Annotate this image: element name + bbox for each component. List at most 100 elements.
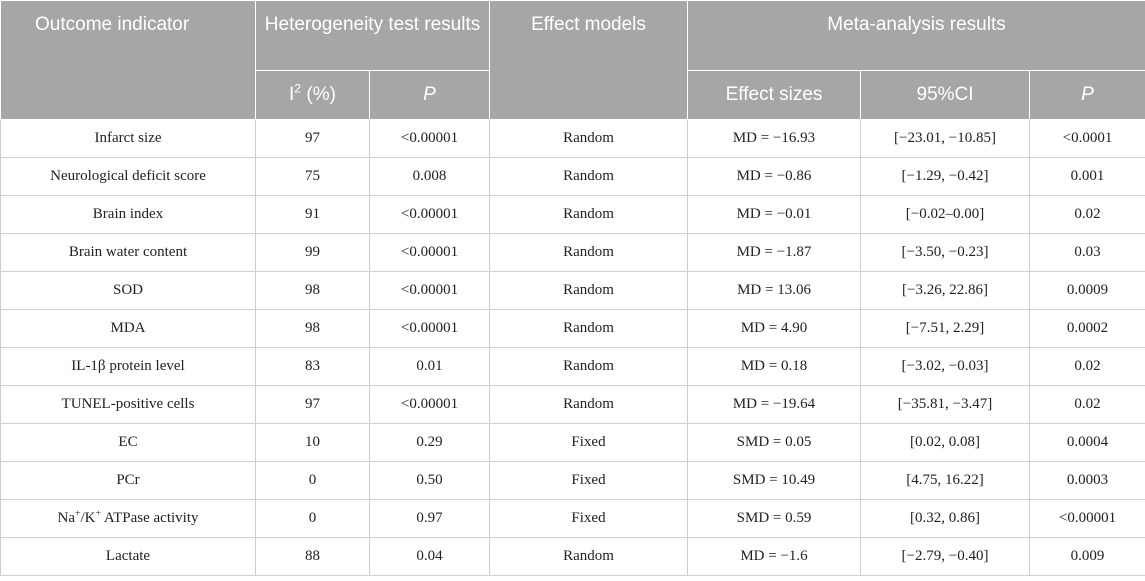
cell-i2: 98 bbox=[255, 271, 370, 310]
cell-effect-model: Fixed bbox=[489, 461, 689, 500]
cell-indicator: MDA bbox=[0, 309, 256, 348]
cell-effect-model: Random bbox=[489, 347, 689, 386]
header-effect-sizes: Effect sizes bbox=[687, 70, 862, 120]
cell-p-heterogeneity: <0.00001 bbox=[368, 195, 491, 234]
cell-effect-size: MD = 4.90 bbox=[687, 309, 862, 348]
cell-effect-model: Random bbox=[489, 119, 689, 158]
cell-indicator: SOD bbox=[0, 271, 256, 310]
cell-i2: 98 bbox=[255, 309, 370, 348]
cell-effect-model: Fixed bbox=[489, 423, 689, 462]
cell-indicator: Brain index bbox=[0, 195, 256, 234]
cell-ci: [−35.81, −3.47] bbox=[860, 385, 1031, 424]
cell-p-heterogeneity: 0.29 bbox=[368, 423, 491, 462]
cell-ci: [0.32, 0.86] bbox=[860, 499, 1031, 538]
cell-ci: [−3.50, −0.23] bbox=[860, 233, 1031, 272]
header-meta-analysis: Meta-analysis results bbox=[687, 0, 1145, 71]
cell-indicator: EC bbox=[0, 423, 256, 462]
cell-p-heterogeneity: <0.00001 bbox=[368, 119, 491, 158]
table-row: Brain index 91 <0.00001 Random MD = −0.0… bbox=[0, 195, 1145, 234]
cell-p: 0.0003 bbox=[1029, 461, 1145, 500]
cell-effect-size: MD = −16.93 bbox=[687, 119, 862, 158]
cell-indicator: Na+/K+ ATPase activity bbox=[0, 499, 256, 538]
cell-p: 0.02 bbox=[1029, 347, 1145, 386]
cell-indicator: PCr bbox=[0, 461, 256, 500]
cell-ci: [−3.02, −0.03] bbox=[860, 347, 1031, 386]
cell-p: <0.0001 bbox=[1029, 119, 1145, 158]
cell-p: 0.0002 bbox=[1029, 309, 1145, 348]
cell-effect-model: Random bbox=[489, 195, 689, 234]
table-row: Lactate 88 0.04 Random MD = −1.6 [−2.79,… bbox=[0, 537, 1145, 576]
cell-i2: 75 bbox=[255, 157, 370, 196]
cell-i2: 99 bbox=[255, 233, 370, 272]
table-header: Outcome indicator Heterogeneity test res… bbox=[0, 0, 1145, 120]
table-row: TUNEL-positive cells 97 <0.00001 Random … bbox=[0, 385, 1145, 424]
table-row: Brain water content 99 <0.00001 Random M… bbox=[0, 233, 1145, 272]
cell-effect-model: Random bbox=[489, 385, 689, 424]
cell-ci: [−1.29, −0.42] bbox=[860, 157, 1031, 196]
cell-effect-size: MD = −1.6 bbox=[687, 537, 862, 576]
cell-indicator: Brain water content bbox=[0, 233, 256, 272]
table-row: IL-1β protein level 83 0.01 Random MD = … bbox=[0, 347, 1145, 386]
table-row: PCr 0 0.50 Fixed SMD = 10.49 [4.75, 16.2… bbox=[0, 461, 1145, 500]
header-95ci: 95%CI bbox=[860, 70, 1031, 120]
table-row: Infarct size 97 <0.00001 Random MD = −16… bbox=[0, 119, 1145, 158]
cell-indicator: Lactate bbox=[0, 537, 256, 576]
cell-ci: [−7.51, 2.29] bbox=[860, 309, 1031, 348]
table-row: MDA 98 <0.00001 Random MD = 4.90 [−7.51,… bbox=[0, 309, 1145, 348]
cell-effect-size: MD = −1.87 bbox=[687, 233, 862, 272]
table-row: Neurological deficit score 75 0.008 Rand… bbox=[0, 157, 1145, 196]
cell-effect-model: Random bbox=[489, 233, 689, 272]
cell-effect-size: SMD = 10.49 bbox=[687, 461, 862, 500]
header-i2: I2 (%) bbox=[255, 70, 370, 120]
cell-p: 0.02 bbox=[1029, 385, 1145, 424]
cell-effect-model: Random bbox=[489, 271, 689, 310]
table-row: SOD 98 <0.00001 Random MD = 13.06 [−3.26… bbox=[0, 271, 1145, 310]
cell-effect-size: MD = −19.64 bbox=[687, 385, 862, 424]
cell-i2: 0 bbox=[255, 461, 370, 500]
cell-p: 0.0009 bbox=[1029, 271, 1145, 310]
cell-effect-model: Random bbox=[489, 537, 689, 576]
cell-effect-size: MD = 0.18 bbox=[687, 347, 862, 386]
cell-i2: 83 bbox=[255, 347, 370, 386]
cell-i2: 88 bbox=[255, 537, 370, 576]
cell-ci: [−0.02–0.00] bbox=[860, 195, 1031, 234]
table-body: Infarct size 97 <0.00001 Random MD = −16… bbox=[0, 119, 1145, 576]
cell-indicator: IL-1β protein level bbox=[0, 347, 256, 386]
table-row: EC 10 0.29 Fixed SMD = 0.05 [0.02, 0.08]… bbox=[0, 423, 1145, 462]
header-p-meta: P bbox=[1029, 70, 1145, 120]
cell-p: 0.001 bbox=[1029, 157, 1145, 196]
header-effect-models: Effect models bbox=[489, 0, 689, 120]
cell-p-heterogeneity: 0.04 bbox=[368, 537, 491, 576]
cell-i2: 97 bbox=[255, 119, 370, 158]
cell-p-heterogeneity: <0.00001 bbox=[368, 233, 491, 272]
cell-effect-size: MD = 13.06 bbox=[687, 271, 862, 310]
cell-indicator: TUNEL-positive cells bbox=[0, 385, 256, 424]
cell-effect-size: MD = −0.01 bbox=[687, 195, 862, 234]
cell-p-heterogeneity: 0.97 bbox=[368, 499, 491, 538]
cell-i2: 10 bbox=[255, 423, 370, 462]
cell-effect-size: SMD = 0.05 bbox=[687, 423, 862, 462]
cell-effect-size: MD = −0.86 bbox=[687, 157, 862, 196]
cell-ci: [−2.79, −0.40] bbox=[860, 537, 1031, 576]
cell-effect-model: Fixed bbox=[489, 499, 689, 538]
cell-ci: [−23.01, −10.85] bbox=[860, 119, 1031, 158]
cell-i2: 91 bbox=[255, 195, 370, 234]
header-p-heterogeneity: P bbox=[368, 70, 491, 120]
cell-p: 0.0004 bbox=[1029, 423, 1145, 462]
cell-effect-model: Random bbox=[489, 309, 689, 348]
cell-p: 0.03 bbox=[1029, 233, 1145, 272]
cell-effect-size: SMD = 0.59 bbox=[687, 499, 862, 538]
cell-i2: 97 bbox=[255, 385, 370, 424]
cell-ci: [0.02, 0.08] bbox=[860, 423, 1031, 462]
cell-p: <0.00001 bbox=[1029, 499, 1145, 538]
cell-p-heterogeneity: 0.01 bbox=[368, 347, 491, 386]
cell-p-heterogeneity: <0.00001 bbox=[368, 385, 491, 424]
header-heterogeneity: Heterogeneity test results bbox=[254, 0, 491, 71]
cell-p-heterogeneity: <0.00001 bbox=[368, 309, 491, 348]
cell-p-heterogeneity: 0.50 bbox=[368, 461, 491, 500]
cell-p: 0.02 bbox=[1029, 195, 1145, 234]
header-outcome-indicator: Outcome indicator bbox=[0, 0, 256, 120]
cell-p: 0.009 bbox=[1029, 537, 1145, 576]
cell-p-heterogeneity: <0.00001 bbox=[368, 271, 491, 310]
